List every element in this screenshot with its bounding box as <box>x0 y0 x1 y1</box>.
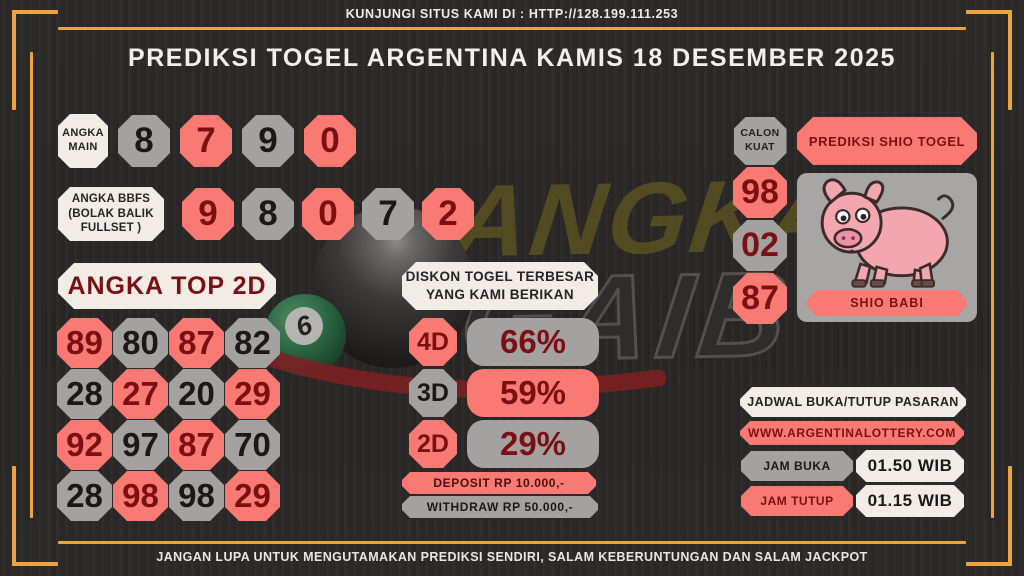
angka-top-2d-grid: 89 80 87 82 28 27 20 29 92 97 87 70 28 98 98 29 <box>57 318 281 522</box>
jam-value: 01.50 WIB <box>856 450 964 482</box>
top-2d-cell: 98 <box>169 471 224 521</box>
top-2d-cell: 89 <box>57 318 112 368</box>
jadwal-header: JADWAL BUKA/TUTUP PASARAN <box>740 387 966 417</box>
calon-kuat-cell: 98 <box>733 167 787 218</box>
shio-box: SHIO BABI <box>797 173 977 322</box>
frame-line <box>966 10 1012 14</box>
calon-kuat-column: CALON KUAT 98 02 87 <box>733 117 787 324</box>
angka-bbfs-label: ANGKA BBFS (BOLAK BALIK FULLSET ) <box>58 187 164 241</box>
footer-message: JANGAN LUPA UNTUK MENGUTAMAKAN PREDIKSI … <box>156 550 868 564</box>
diskon-type-label: 3D <box>409 369 457 417</box>
top-2d-cell: 28 <box>57 369 112 419</box>
frame-line <box>58 541 966 544</box>
top-2d-cell: 87 <box>169 420 224 470</box>
website-link-banner[interactable]: WWW.ARGENTINALOTTERY.COM <box>740 421 964 445</box>
angka-bbfs-cell: 7 <box>362 188 414 240</box>
diskon-row: 2D 29% <box>409 420 599 468</box>
frame-line <box>12 466 16 566</box>
angka-main-cell: 9 <box>242 115 294 167</box>
diskon-row: 4D 66% <box>409 318 599 366</box>
top-2d-cell: 29 <box>225 471 280 521</box>
angka-top-2d-label: ANGKA TOP 2D <box>58 263 276 309</box>
diskon-rows: 4D 66% 3D 59% 2D 29% <box>409 318 599 471</box>
top-2d-cell: 92 <box>57 420 112 470</box>
frame-line <box>12 562 58 566</box>
diskon-percent-value: 59% <box>467 369 599 417</box>
top-2d-cell: 87 <box>169 318 224 368</box>
top-2d-cell: 80 <box>113 318 168 368</box>
jam-value: 01.15 WIB <box>856 485 964 517</box>
diskon-type-label: 2D <box>409 420 457 468</box>
angka-bbfs-cell: 0 <box>302 188 354 240</box>
top-2d-cell: 70 <box>225 420 280 470</box>
jam-rows: JAM BUKA 01.50 WIB JAM TUTUP 01.15 WIB <box>741 450 964 520</box>
frame-line <box>12 10 58 14</box>
angka-main-cell: 8 <box>118 115 170 167</box>
calon-kuat-cell: 87 <box>733 273 787 324</box>
frame-line <box>12 10 16 110</box>
diskon-type-label: 4D <box>409 318 457 366</box>
top-2d-cell: 82 <box>225 318 280 368</box>
shio-badge: SHIO BABI <box>807 290 967 316</box>
withdraw-banner: WITHDRAW RP 50.000,- <box>402 496 598 518</box>
page-title: PREDIKSI TOGEL ARGENTINA KAMIS 18 DESEMB… <box>128 44 896 72</box>
frame-line <box>991 52 994 518</box>
deposit-banner: DEPOSIT RP 10.000,- <box>402 472 596 494</box>
top-2d-cell: 97 <box>113 420 168 470</box>
top-2d-cell: 28 <box>57 471 112 521</box>
diskon-percent-value: 66% <box>467 318 599 366</box>
top-2d-cell: 29 <box>225 369 280 419</box>
site-url-banner: KUNJUNGI SITUS KAMI DI : HTTP://128.199.… <box>345 7 679 21</box>
jam-label: JAM TUTUP <box>741 486 853 516</box>
top-2d-cell: 20 <box>169 369 224 419</box>
jam-row: JAM TUTUP 01.15 WIB <box>741 485 964 517</box>
angka-bbfs-cell: 8 <box>242 188 294 240</box>
shio-header: PREDIKSI SHIO TOGEL <box>797 117 977 165</box>
top-2d-cell: 27 <box>113 369 168 419</box>
jam-row: JAM BUKA 01.50 WIB <box>741 450 964 482</box>
calon-kuat-cell: 02 <box>733 220 787 271</box>
frame-line <box>58 27 966 30</box>
top-2d-cell: 98 <box>113 471 168 521</box>
angka-bbfs-cell: 2 <box>422 188 474 240</box>
angka-main-cell: 0 <box>304 115 356 167</box>
jam-label: JAM BUKA <box>741 451 853 481</box>
calon-kuat-label: CALON KUAT <box>734 117 787 165</box>
frame-line <box>1008 10 1012 110</box>
frame-line <box>30 52 33 518</box>
pig-illustration <box>820 178 955 288</box>
angka-main-cell: 7 <box>180 115 232 167</box>
frame-line <box>1008 466 1012 566</box>
calon-kuat-cells: 98 02 87 <box>733 167 787 324</box>
diskon-header: DISKON TOGEL TERBESAR YANG KAMI BERIKAN <box>402 262 598 310</box>
diskon-percent-value: 29% <box>467 420 599 468</box>
angka-bbfs-cell: 9 <box>182 188 234 240</box>
angka-main-label: ANGKA MAIN <box>58 114 108 168</box>
diskon-row: 3D 59% <box>409 369 599 417</box>
frame-line <box>966 562 1012 566</box>
